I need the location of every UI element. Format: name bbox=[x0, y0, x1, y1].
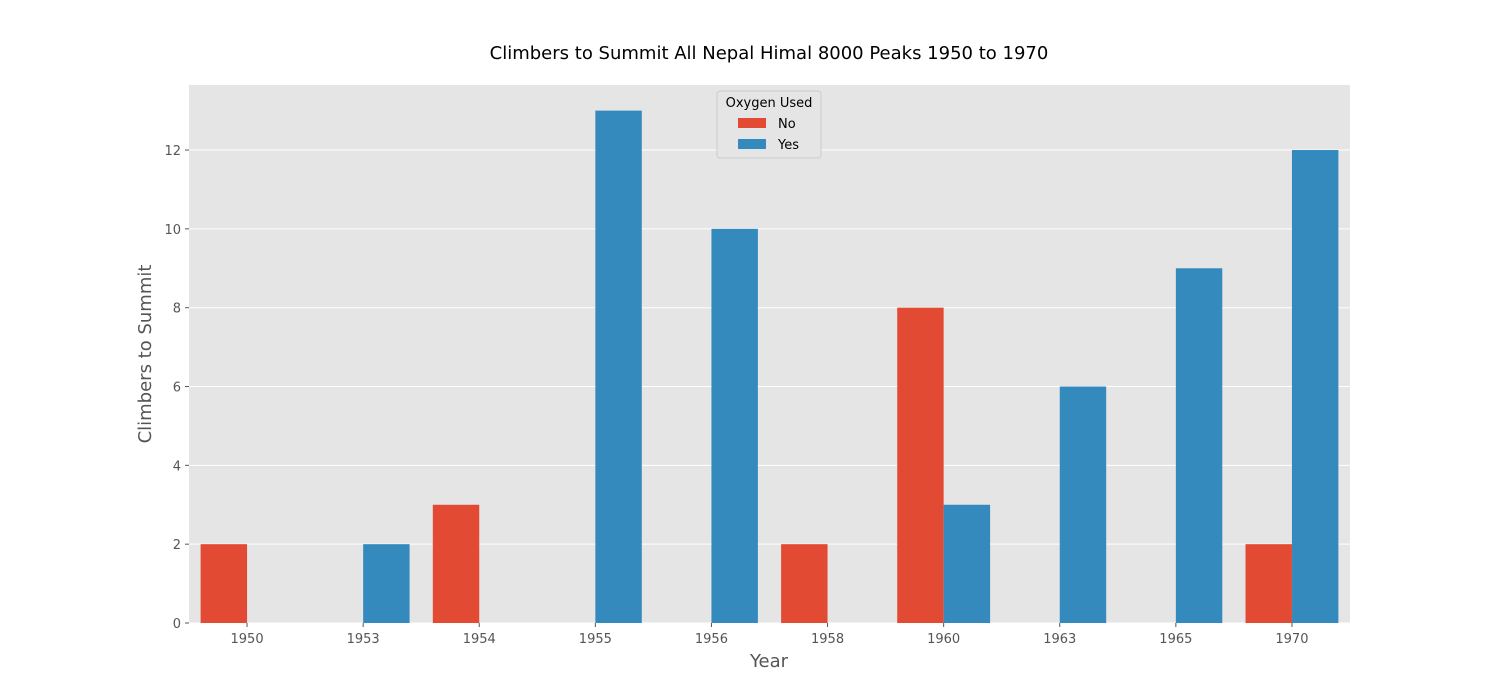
x-axis-ticks: 1950 1953 1954 1955 1956 1958 1960 1963 1965 1970 bbox=[231, 623, 1308, 647]
x-tick-label: 1965 bbox=[1159, 632, 1192, 647]
y-tick-label: 6 bbox=[173, 381, 181, 396]
bar-no-1970 bbox=[1245, 544, 1292, 623]
bar-no-1954 bbox=[432, 504, 480, 623]
bar-yes-1953 bbox=[363, 544, 410, 623]
x-axis-label: Year bbox=[749, 651, 789, 672]
bar-yes-1960 bbox=[943, 504, 991, 623]
bar-no-1950 bbox=[200, 544, 248, 623]
legend-swatch-yes bbox=[738, 139, 766, 149]
y-tick-label: 4 bbox=[173, 459, 181, 474]
chart-title: Climbers to Summit All Nepal Himal 8000 … bbox=[490, 43, 1049, 64]
x-tick-label: 1956 bbox=[695, 632, 728, 647]
bar-yes-1963 bbox=[1059, 386, 1107, 623]
bar-yes-1956 bbox=[711, 228, 758, 623]
legend-label-yes: Yes bbox=[777, 138, 799, 153]
y-tick-label: 10 bbox=[164, 223, 181, 238]
y-tick-label: 0 bbox=[173, 617, 181, 632]
bar-yes-1955 bbox=[595, 110, 642, 624]
bar-no-1960 bbox=[897, 307, 944, 623]
bar-yes-1970 bbox=[1291, 150, 1339, 624]
y-tick-label: 12 bbox=[164, 144, 181, 159]
x-tick-label: 1953 bbox=[347, 632, 380, 647]
legend: Oxygen Used No Yes bbox=[716, 90, 822, 159]
y-axis-label: Climbers to Summit bbox=[135, 265, 156, 444]
y-tick-label: 2 bbox=[173, 538, 181, 553]
bars bbox=[200, 110, 1339, 624]
legend-swatch-no bbox=[738, 118, 766, 128]
y-axis-ticks: 0 2 4 6 8 10 12 bbox=[164, 144, 189, 632]
x-tick-label: 1960 bbox=[927, 632, 960, 647]
bar-yes-1965 bbox=[1175, 268, 1223, 623]
x-tick-label: 1963 bbox=[1043, 632, 1076, 647]
y-tick-label: 8 bbox=[173, 302, 181, 317]
x-tick-label: 1954 bbox=[463, 632, 496, 647]
x-tick-label: 1958 bbox=[811, 632, 844, 647]
x-tick-label: 1970 bbox=[1275, 632, 1308, 647]
bar-no-1958 bbox=[781, 544, 828, 623]
legend-label-no: No bbox=[778, 117, 796, 132]
x-tick-label: 1950 bbox=[231, 632, 264, 647]
legend-title: Oxygen Used bbox=[726, 96, 813, 111]
plot-area bbox=[189, 85, 1350, 623]
x-tick-label: 1955 bbox=[579, 632, 612, 647]
